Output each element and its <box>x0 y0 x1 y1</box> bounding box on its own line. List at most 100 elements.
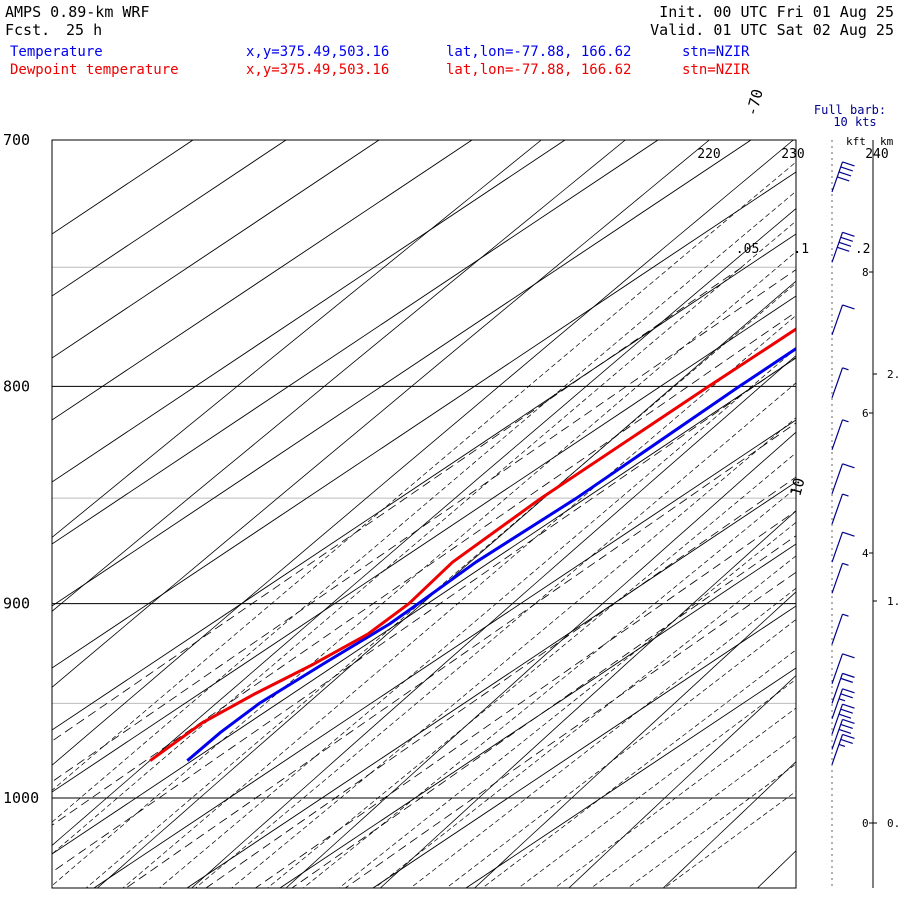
wind-barb <box>831 531 855 563</box>
wind-barb-half-flag <box>842 493 849 497</box>
wind-barb-flag <box>842 653 855 659</box>
moist-adiabat-line <box>302 487 796 888</box>
wind-barb <box>831 367 849 399</box>
wind-barb <box>831 672 855 704</box>
moist-adiabat-line <box>122 314 796 888</box>
wind-barb-staff <box>831 613 844 645</box>
moist-adiabat-line <box>231 417 796 888</box>
dry-adiabat-label: 240 <box>865 147 888 162</box>
wind-barb-half-flag <box>842 419 849 423</box>
plot-frame <box>51 139 797 889</box>
wind-barb-staff <box>831 531 844 563</box>
mixing-ratio-line <box>52 311 796 826</box>
wind-barb <box>831 653 855 685</box>
wind-barb-flag <box>842 703 855 709</box>
dry-adiabat-label: 220 <box>697 147 720 162</box>
isotherm-line <box>52 357 796 855</box>
pressure-tick-label: 700 <box>3 131 30 149</box>
wind-barb-flag <box>842 733 855 740</box>
legend-temperature-latlon: lat,lon=-77.88, 166.62 <box>446 44 632 60</box>
wind-barb-flag <box>838 728 852 734</box>
wind-barb-flag <box>837 176 850 182</box>
wind-barb-half-flag <box>838 698 846 702</box>
dry-adiabat-line <box>191 355 796 888</box>
moist-adiabat-line <box>158 348 796 888</box>
isotherm-line <box>52 171 796 669</box>
temperature-profile <box>186 346 796 762</box>
dry-adiabat-line <box>52 140 626 612</box>
mixing-ratio-line <box>52 356 796 873</box>
wind-barb-flag <box>842 688 855 694</box>
wind-barb-flag <box>838 713 852 719</box>
legend-dewpoint-label: Dewpoint temperature <box>10 62 179 78</box>
dry-adiabat-line <box>662 761 796 888</box>
wind-barb-flag <box>840 708 853 714</box>
wind-barb-flag <box>842 231 855 237</box>
dry-adiabat-line <box>96 280 796 888</box>
wind-barb-flag <box>838 171 852 177</box>
wind-panel-title: Full barb: <box>814 103 886 117</box>
wind-barb <box>831 419 849 451</box>
wind-barb-flag <box>840 166 853 172</box>
kft-tick-label: 4 <box>862 547 869 560</box>
isotherm-line <box>52 140 752 607</box>
mixing-ratio-label: .2 <box>855 242 871 257</box>
isotherm-line <box>52 140 194 235</box>
legend-dewpoint-xy: x,y=375.49,503.16 <box>246 62 390 78</box>
wind-panel-unit: 10 kts <box>833 115 876 129</box>
wind-barb <box>831 304 855 336</box>
isotherm-tick-label: 10 <box>786 476 808 498</box>
wind-barb <box>831 493 849 525</box>
mixing-ratio-line <box>125 422 796 888</box>
mixing-ratio-line <box>344 571 796 888</box>
wind-barb-flag <box>840 723 853 729</box>
init-time: Init. 00 UTC Fri 01 Aug 25 <box>659 3 894 21</box>
wind-barb-panel: Full barb:10 kts kft km 8 6 4 0 2. 1. 0. <box>814 103 900 888</box>
dry-adiabat-line <box>52 140 542 538</box>
wind-barb-flag <box>842 463 855 469</box>
wind-barb-flag <box>840 738 853 745</box>
moist-adiabat-line <box>517 678 796 888</box>
mixing-ratio-line <box>205 476 796 888</box>
wind-barb <box>831 688 855 720</box>
moist-adiabat-line <box>481 649 796 888</box>
wind-barb-flag <box>842 718 855 724</box>
wind-barb <box>831 733 855 765</box>
wind-barb-flag <box>842 531 855 537</box>
wind-barb <box>831 231 855 263</box>
dry-adiabat-line <box>285 431 796 888</box>
wind-barb <box>831 718 855 750</box>
isotherm-line <box>93 419 796 888</box>
wind-barb-staff <box>831 367 844 399</box>
wind-barb-flag <box>838 241 852 247</box>
mixing-ratio-line <box>291 535 796 888</box>
pressure-tick-label: 900 <box>3 595 30 613</box>
isotherm-tick-label: -70 <box>742 87 766 118</box>
kft-axis-label: kft <box>846 135 866 148</box>
wind-barb-staff <box>831 653 844 685</box>
moist-adiabat-line <box>554 707 796 888</box>
isotherm-line <box>372 605 796 888</box>
moist-adiabat-line <box>52 251 796 887</box>
mixing-ratio-line <box>254 510 796 888</box>
kft-tick-label: 6 <box>862 407 869 420</box>
pressure-tick-label: 1000 <box>3 789 39 807</box>
km-axis-label: km <box>880 135 894 148</box>
wind-barb-flag <box>840 677 853 683</box>
wind-barb-half-flag <box>842 613 849 617</box>
kft-tick-label: 8 <box>862 266 869 279</box>
km-tick-label: 0. <box>887 817 900 830</box>
valid-time: Valid. 01 UTC Sat 02 Aug 25 <box>650 21 894 39</box>
dry-adiabat-line <box>52 140 794 766</box>
dry-adiabat-line <box>379 510 796 888</box>
legend-dewpoint-station: stn=NZIR <box>682 62 750 78</box>
wind-barb <box>831 703 855 735</box>
legend-temperature-station: stn=NZIR <box>682 44 750 60</box>
isotherm-line <box>52 140 659 545</box>
dry-adiabat-line <box>568 674 796 888</box>
wind-barb-half-flag <box>842 367 849 371</box>
grid-labels: 7008009001000-70102202302402502602702802… <box>3 87 889 807</box>
